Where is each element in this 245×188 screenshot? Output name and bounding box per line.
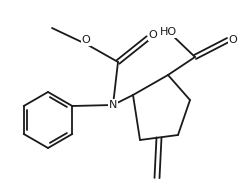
Text: O: O xyxy=(82,35,90,45)
Text: O: O xyxy=(149,30,157,40)
Text: O: O xyxy=(229,35,237,45)
Text: N: N xyxy=(109,100,117,110)
Text: HO: HO xyxy=(159,27,177,37)
